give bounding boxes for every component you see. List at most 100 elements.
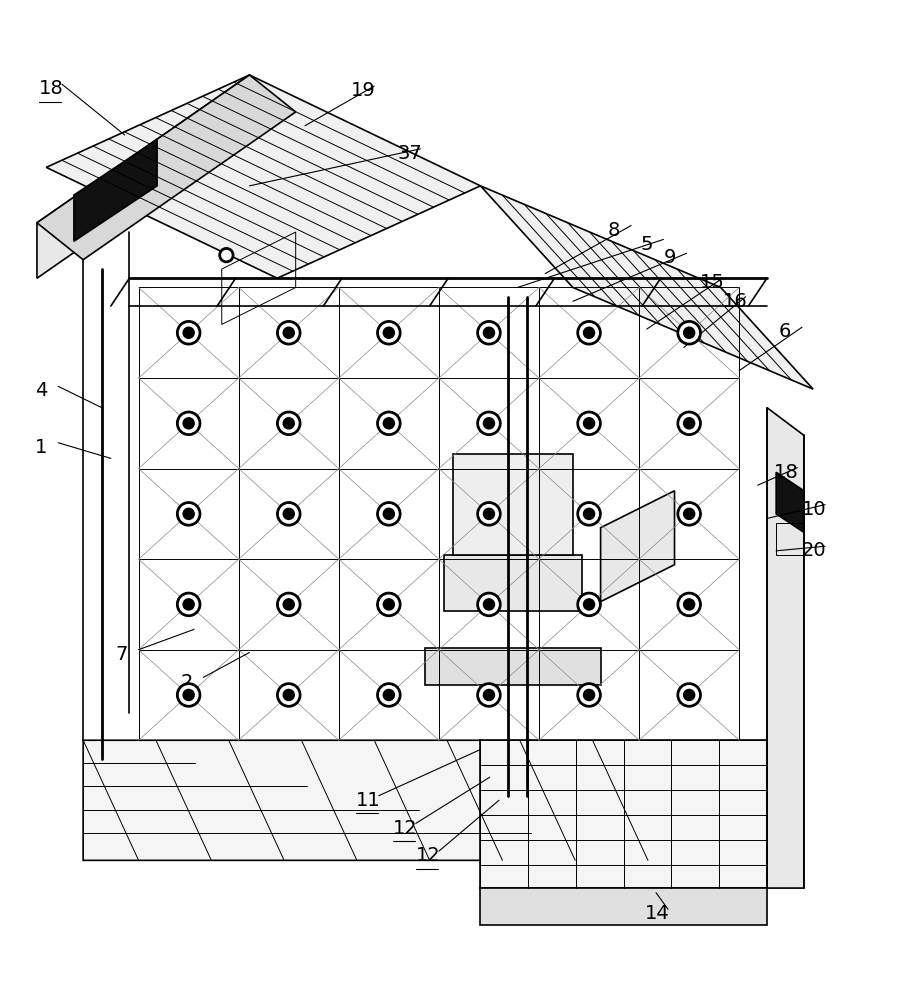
Text: 12: 12 — [393, 819, 418, 838]
Circle shape — [580, 414, 599, 433]
Circle shape — [279, 324, 298, 342]
Circle shape — [483, 327, 494, 338]
Circle shape — [383, 327, 395, 338]
Polygon shape — [37, 75, 249, 278]
Circle shape — [684, 327, 695, 338]
Circle shape — [480, 686, 498, 704]
Circle shape — [477, 502, 501, 526]
Circle shape — [279, 505, 298, 523]
Text: 15: 15 — [699, 273, 724, 292]
Circle shape — [183, 418, 194, 429]
Circle shape — [377, 683, 401, 707]
Text: 6: 6 — [779, 322, 791, 341]
Circle shape — [179, 595, 198, 614]
Circle shape — [380, 505, 398, 523]
Circle shape — [377, 321, 401, 345]
Polygon shape — [37, 75, 296, 260]
Circle shape — [383, 689, 395, 701]
Circle shape — [276, 502, 300, 526]
Circle shape — [578, 592, 601, 616]
Circle shape — [480, 414, 498, 433]
Polygon shape — [767, 408, 804, 888]
Circle shape — [279, 595, 298, 614]
Text: 14: 14 — [645, 904, 670, 923]
Text: 37: 37 — [397, 144, 422, 163]
Circle shape — [176, 683, 201, 707]
Circle shape — [580, 324, 599, 342]
Circle shape — [176, 411, 201, 435]
Polygon shape — [480, 186, 813, 389]
Text: 5: 5 — [640, 235, 653, 254]
Circle shape — [179, 686, 198, 704]
Circle shape — [677, 683, 701, 707]
Text: 9: 9 — [663, 248, 675, 267]
Text: 8: 8 — [608, 221, 620, 240]
Circle shape — [183, 508, 194, 519]
Circle shape — [480, 595, 498, 614]
Polygon shape — [425, 648, 601, 685]
Circle shape — [483, 418, 494, 429]
Circle shape — [477, 592, 501, 616]
Circle shape — [578, 502, 601, 526]
Circle shape — [179, 324, 198, 342]
Circle shape — [380, 324, 398, 342]
Circle shape — [276, 321, 300, 345]
Circle shape — [483, 508, 494, 519]
Circle shape — [380, 595, 398, 614]
Circle shape — [176, 502, 201, 526]
Circle shape — [383, 599, 395, 610]
Circle shape — [219, 248, 234, 263]
Circle shape — [578, 411, 601, 435]
Circle shape — [480, 505, 498, 523]
Circle shape — [179, 505, 198, 523]
Text: 16: 16 — [723, 292, 748, 311]
Circle shape — [183, 599, 194, 610]
Circle shape — [276, 683, 300, 707]
Text: 2: 2 — [180, 673, 192, 692]
Polygon shape — [480, 888, 767, 925]
Text: 7: 7 — [116, 645, 128, 664]
Circle shape — [680, 686, 699, 704]
Polygon shape — [776, 472, 804, 532]
Circle shape — [283, 327, 294, 338]
Circle shape — [380, 686, 398, 704]
Circle shape — [222, 251, 231, 260]
Circle shape — [176, 592, 201, 616]
Circle shape — [578, 683, 601, 707]
Text: 12: 12 — [416, 846, 441, 865]
Circle shape — [377, 411, 401, 435]
Circle shape — [480, 324, 498, 342]
Polygon shape — [601, 491, 675, 602]
Text: 11: 11 — [356, 791, 381, 810]
Circle shape — [383, 508, 395, 519]
Circle shape — [580, 595, 599, 614]
Circle shape — [677, 592, 701, 616]
Circle shape — [183, 689, 194, 701]
Circle shape — [680, 324, 699, 342]
Circle shape — [377, 592, 401, 616]
Circle shape — [677, 502, 701, 526]
Circle shape — [276, 592, 300, 616]
Circle shape — [584, 327, 595, 338]
Circle shape — [584, 599, 595, 610]
Circle shape — [680, 505, 699, 523]
Circle shape — [483, 599, 494, 610]
Polygon shape — [46, 75, 480, 278]
Text: 20: 20 — [802, 541, 827, 560]
Circle shape — [477, 321, 501, 345]
Polygon shape — [453, 454, 573, 555]
Circle shape — [283, 689, 294, 701]
Circle shape — [283, 508, 294, 519]
Circle shape — [580, 686, 599, 704]
Text: 19: 19 — [351, 81, 376, 100]
Circle shape — [377, 502, 401, 526]
Circle shape — [179, 414, 198, 433]
Text: 4: 4 — [35, 381, 47, 400]
Circle shape — [677, 411, 701, 435]
Circle shape — [680, 595, 699, 614]
Text: 18: 18 — [774, 463, 799, 482]
Circle shape — [684, 508, 695, 519]
Circle shape — [279, 686, 298, 704]
Circle shape — [578, 321, 601, 345]
Circle shape — [677, 321, 701, 345]
